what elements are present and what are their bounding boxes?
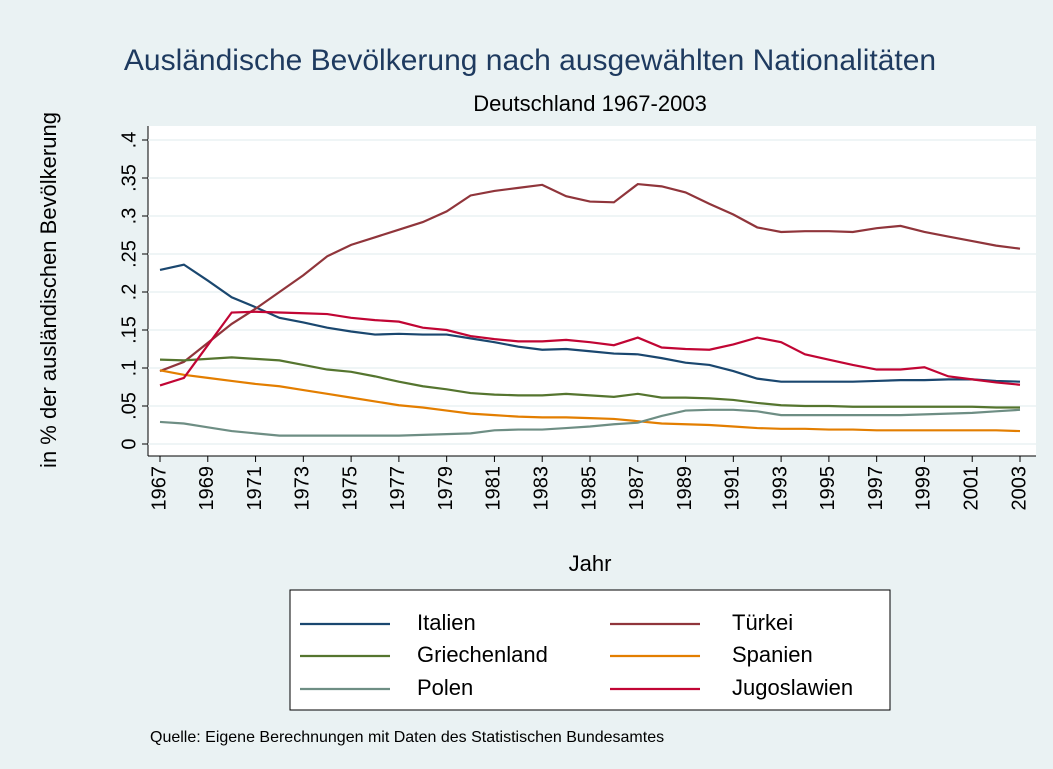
line-series [159, 369, 1021, 433]
y-tick-label: .05 [118, 392, 140, 420]
chart-title: Ausländische Bevölkerung nach ausgewählt… [124, 44, 936, 77]
x-tick-label: 2003 [1008, 466, 1030, 511]
y-tick-label: .1 [118, 360, 140, 377]
line-series [159, 356, 1020, 409]
y-tick-label: .15 [118, 316, 140, 344]
legend-label: Spanien [732, 642, 813, 667]
legend-label: Polen [417, 675, 473, 700]
x-tick-label: 1983 [531, 466, 553, 511]
x-tick-label: 2001 [961, 466, 983, 511]
x-tick-label: 1989 [674, 466, 696, 511]
plot-area [148, 126, 1036, 456]
x-tick-label: 1971 [244, 466, 266, 511]
y-axis-title: in % der ausländischen Bevölkerung [36, 112, 61, 468]
x-tick-label: 1981 [483, 466, 505, 511]
legend-label: Italien [417, 610, 476, 635]
x-tick-label: 1999 [913, 466, 935, 511]
line-series [159, 263, 1021, 383]
y-tick-label: .35 [118, 164, 140, 192]
x-tick-label: 1991 [722, 466, 744, 511]
x-tick-label: 1975 [339, 466, 361, 511]
x-axis-title: Jahr [569, 551, 612, 576]
x-tick-label: 1973 [292, 466, 314, 511]
legend-label: Griechenland [417, 642, 548, 667]
x-tick-label: 1993 [769, 466, 791, 511]
chart-subtitle: Deutschland 1967-2003 [473, 91, 707, 116]
y-tick-label: .25 [118, 240, 140, 268]
line-series [159, 408, 1021, 437]
x-tick-label: 1987 [626, 466, 648, 511]
x-tick-label: 1977 [387, 466, 409, 511]
x-tick-label: 1979 [435, 466, 457, 511]
y-tick-label: .3 [118, 208, 140, 225]
x-tick-label: 1967 [148, 466, 170, 511]
y-tick-label: .4 [118, 132, 140, 149]
x-tick-label: 1969 [196, 466, 218, 511]
x-tick-label: 1995 [817, 466, 839, 511]
source-note: Quelle: Eigene Berechnungen mit Daten de… [150, 729, 664, 746]
legend-label: Jugoslawien [732, 675, 853, 700]
line-series [159, 182, 1021, 373]
x-tick-label: 1985 [578, 466, 600, 511]
y-tick-label: 0 [118, 438, 140, 449]
line-series [159, 310, 1021, 387]
legend-label: Türkei [732, 610, 793, 635]
y-tick-label: .2 [118, 284, 140, 301]
x-tick-label: 1997 [865, 466, 887, 511]
